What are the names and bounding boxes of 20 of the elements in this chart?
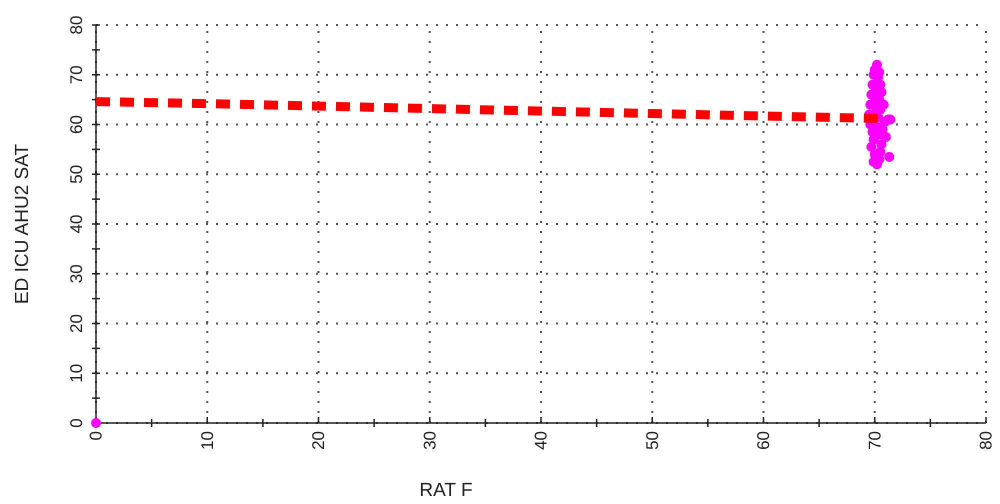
x-tick-label: 30	[420, 431, 440, 450]
y-tick-label: 30	[67, 264, 86, 284]
x-tick-label: 20	[309, 431, 328, 450]
y-axis-title: ED ICU AHU2 SAT	[12, 144, 33, 304]
x-tick-label: 40	[532, 431, 550, 450]
x-tick-label: 70	[865, 431, 884, 450]
x-tick-label: 50	[642, 431, 662, 450]
y-tick-label: 40	[67, 214, 86, 234]
y-tick-label: 10	[67, 364, 86, 383]
x-tick-label: 80	[976, 431, 996, 450]
y-tick-label: 70	[67, 65, 86, 84]
y-tick-label: 20	[67, 314, 86, 333]
y-tick-label: 0	[67, 418, 86, 428]
x-tick-label: 10	[198, 431, 217, 450]
y-tick-label: 80	[67, 16, 86, 34]
y-tick-label: 60	[67, 115, 86, 134]
x-tick-label: 60	[754, 431, 773, 450]
x-tick-label: 0	[86, 431, 106, 440]
y-tick-label: 50	[67, 164, 86, 184]
x-axis-title: RAT F	[419, 480, 473, 501]
